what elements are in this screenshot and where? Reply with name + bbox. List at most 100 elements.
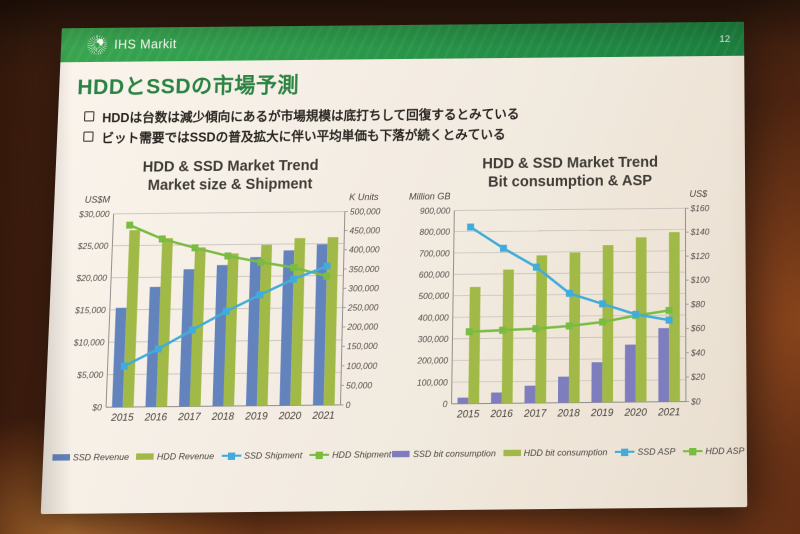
legend-bar-swatch [52, 454, 70, 461]
legend-label: SSD Shipment [244, 450, 302, 461]
line-marker [121, 362, 128, 369]
brand-name: IHS Markit [114, 37, 177, 52]
legend-bar-swatch [503, 450, 521, 457]
legend-line-swatch [309, 453, 329, 456]
line-marker [666, 317, 673, 324]
right-axis-tick-label: $120 [690, 251, 710, 262]
line-marker [566, 290, 573, 297]
line-marker [466, 328, 473, 335]
left-axis-tick-label: 700,000 [419, 248, 450, 259]
legend-bar-swatch [136, 453, 154, 460]
right-axis-tick-label: $40 [690, 347, 706, 358]
chart-plot: HDD & SSD Market TrendMarket size & Ship… [50, 152, 400, 454]
left-axis-tick-label: $15,000 [74, 305, 106, 316]
right-axis-tick-label: 100,000 [346, 360, 377, 371]
line-marker [499, 327, 506, 334]
right-axis-tick-label: $160 [689, 203, 709, 213]
left-axis-tick-label: 0 [443, 399, 448, 410]
chart-legend: SSD bit consumption HDD bit consumption SS… [392, 445, 744, 459]
legend-item: SSD bit consumption [392, 448, 496, 460]
x-axis-category-label: 2018 [556, 408, 580, 420]
right-axis-tick-label: $80 [690, 299, 706, 310]
legend-label: HDD bit consumption [524, 447, 608, 458]
page-number: 12 [719, 33, 730, 44]
legend-label: HDD Revenue [157, 451, 215, 462]
legend-item: SSD Revenue [52, 451, 129, 462]
line-marker [632, 311, 639, 318]
line-marker [257, 259, 264, 266]
right-axis-tick-label: $100 [690, 275, 710, 286]
x-axis-category-label: 2017 [177, 412, 201, 424]
line-marker [599, 300, 606, 307]
right-axis-tick-label: 250,000 [347, 302, 379, 313]
x-axis-category-label: 2021 [311, 410, 335, 422]
bar [558, 377, 569, 403]
chart-title-line: Market size & Shipment [147, 176, 312, 194]
square-bullet-icon [83, 131, 94, 141]
bar [524, 386, 535, 404]
bar [491, 392, 502, 403]
line-marker [323, 263, 330, 270]
legend-label: HDD Shipment [332, 449, 391, 460]
chart-market-size-shipment: HDD & SSD Market Trend Market size & Ship… [49, 152, 400, 463]
line-marker [224, 252, 231, 259]
left-axis-tick-label: 300,000 [418, 334, 449, 345]
left-axis-tick-label: $30,000 [78, 209, 110, 220]
x-axis-category-label: 2017 [523, 408, 547, 420]
legend-item: HDD Revenue [136, 451, 214, 462]
slide-title: HDDとSSDの市場予測 [59, 56, 745, 102]
x-axis-category-label: 2019 [590, 408, 614, 420]
right-axis-tick-label: 300,000 [348, 283, 379, 294]
legend-label: SSD ASP [637, 446, 675, 457]
legend-item: SSD ASP [615, 446, 676, 457]
charts-row: HDD & SSD Market Trend Market size & Ship… [43, 142, 747, 462]
legend-item: HDD Shipment [309, 449, 391, 460]
right-axis-tick-label: $20 [690, 372, 706, 383]
right-axis-tick-label: 0 [346, 400, 351, 411]
left-axis-tick-label: 600,000 [419, 269, 450, 280]
x-axis-category-label: 2015 [110, 412, 134, 424]
right-axis-tick-label: 500,000 [350, 206, 381, 217]
bullet-text: ビット需要ではSSDの普及拡大に伴い平均単価も下落が続くとみている [101, 124, 506, 148]
line-marker [666, 307, 673, 314]
left-axis-tick-label: $5,000 [76, 369, 104, 380]
left-axis-tick-label: $20,000 [75, 273, 107, 284]
bar [636, 237, 647, 402]
x-axis-category-label: 2016 [143, 412, 167, 424]
left-axis-title: US$M [85, 194, 111, 204]
presentation-slide: IHS Markit 12 HDDとSSDの市場予測 HDDは台数は減少傾向にあ… [41, 22, 748, 514]
line-marker [500, 245, 507, 252]
right-axis-tick-label: 350,000 [349, 264, 380, 275]
line-marker [566, 322, 573, 329]
legend-line-marker [689, 447, 696, 454]
bar [591, 362, 602, 402]
line-marker [290, 276, 297, 283]
chart-legend: SSD Revenue HDD Revenue SSD Shipment HDD Sh… [52, 449, 391, 463]
ihs-markit-sunburst-icon [87, 35, 108, 55]
bar [658, 328, 669, 402]
left-axis-tick-label: 400,000 [418, 312, 449, 323]
legend-label: HDD ASP [705, 445, 744, 456]
right-axis-tick-label: $0 [690, 396, 701, 407]
left-axis-title: Million GB [409, 191, 451, 202]
x-axis-category-label: 2020 [278, 411, 302, 423]
x-axis-category-label: 2021 [657, 407, 680, 419]
bar [502, 270, 514, 404]
right-axis-tick-label: 450,000 [349, 225, 380, 236]
x-axis-category-label: 2019 [244, 411, 268, 423]
right-axis-title: US$ [689, 189, 708, 199]
left-axis-tick-label: $25,000 [77, 241, 109, 252]
line-marker [191, 244, 198, 251]
bar [625, 345, 636, 403]
right-axis-tick-label: 200,000 [346, 321, 378, 332]
x-axis-category-label: 2015 [456, 409, 480, 421]
legend-line-swatch [221, 454, 241, 457]
line-marker [533, 264, 540, 271]
left-axis-tick-label: $0 [91, 402, 102, 413]
left-axis-tick-label: 200,000 [416, 355, 448, 366]
chart-bit-consumption-asp: HDD & SSD Market Trend Bit consumption & … [396, 149, 741, 460]
line-marker [155, 345, 162, 352]
legend-item: HDD ASP [683, 445, 745, 456]
left-axis-tick-label: 500,000 [418, 291, 449, 302]
x-axis-category-label: 2018 [211, 411, 235, 423]
